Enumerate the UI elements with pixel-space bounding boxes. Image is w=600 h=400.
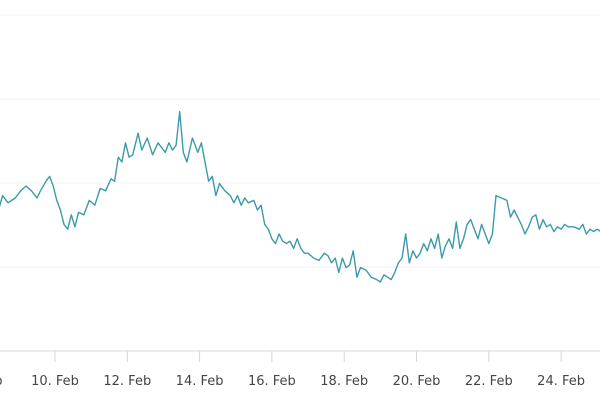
x-axis-tick-labels: 8. Feb 10. Feb 12. Feb 14. Feb 16. Feb 18. Fe…: [0, 374, 585, 389]
x-tick-label: 16. Feb: [248, 374, 296, 389]
x-tick-label: 20. Feb: [393, 374, 441, 389]
series-line: [0, 110, 600, 283]
x-tick-label: 14. Feb: [176, 374, 224, 389]
x-tick-label: 12. Feb: [103, 374, 151, 389]
gridlines: [0, 14, 600, 268]
x-tick-label: 10. Feb: [31, 374, 79, 389]
x-tick-label: 24. Feb: [537, 374, 585, 389]
x-tick-label: 22. Feb: [465, 374, 513, 389]
x-axis-ticks: [54, 351, 562, 362]
x-tick-label: 8. Feb: [0, 374, 2, 389]
x-tick-label: 18. Feb: [320, 374, 368, 389]
